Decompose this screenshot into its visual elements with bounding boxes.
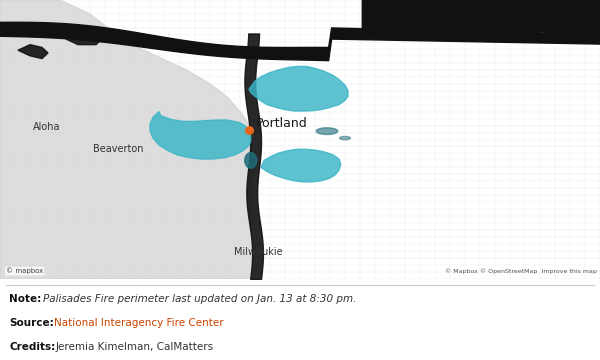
Polygon shape — [249, 66, 348, 111]
Text: Portland: Portland — [256, 117, 308, 130]
Text: Source:: Source: — [9, 318, 54, 328]
Text: National Interagency Fire Center: National Interagency Fire Center — [54, 318, 224, 328]
Text: © Mapbox © OpenStreetMap  Improve this map: © Mapbox © OpenStreetMap Improve this ma… — [445, 269, 597, 274]
Text: Milwaukie: Milwaukie — [233, 247, 283, 257]
Polygon shape — [261, 149, 341, 182]
Polygon shape — [340, 136, 350, 140]
Text: © mapbox: © mapbox — [6, 268, 43, 274]
Polygon shape — [18, 45, 48, 59]
Text: Credits:: Credits: — [9, 342, 55, 352]
Text: Aloha: Aloha — [33, 122, 61, 132]
Polygon shape — [0, 0, 252, 279]
Polygon shape — [150, 112, 251, 159]
Text: Jeremia Kimelman, CalMatters: Jeremia Kimelman, CalMatters — [56, 342, 214, 352]
Text: Palisades Fire perimeter last updated on Jan. 13 at 8:30 pm.: Palisades Fire perimeter last updated on… — [43, 294, 356, 304]
Polygon shape — [245, 153, 257, 168]
Text: Beaverton: Beaverton — [93, 144, 143, 154]
Text: Note:: Note: — [9, 294, 41, 304]
Polygon shape — [66, 33, 102, 45]
Polygon shape — [316, 128, 338, 135]
